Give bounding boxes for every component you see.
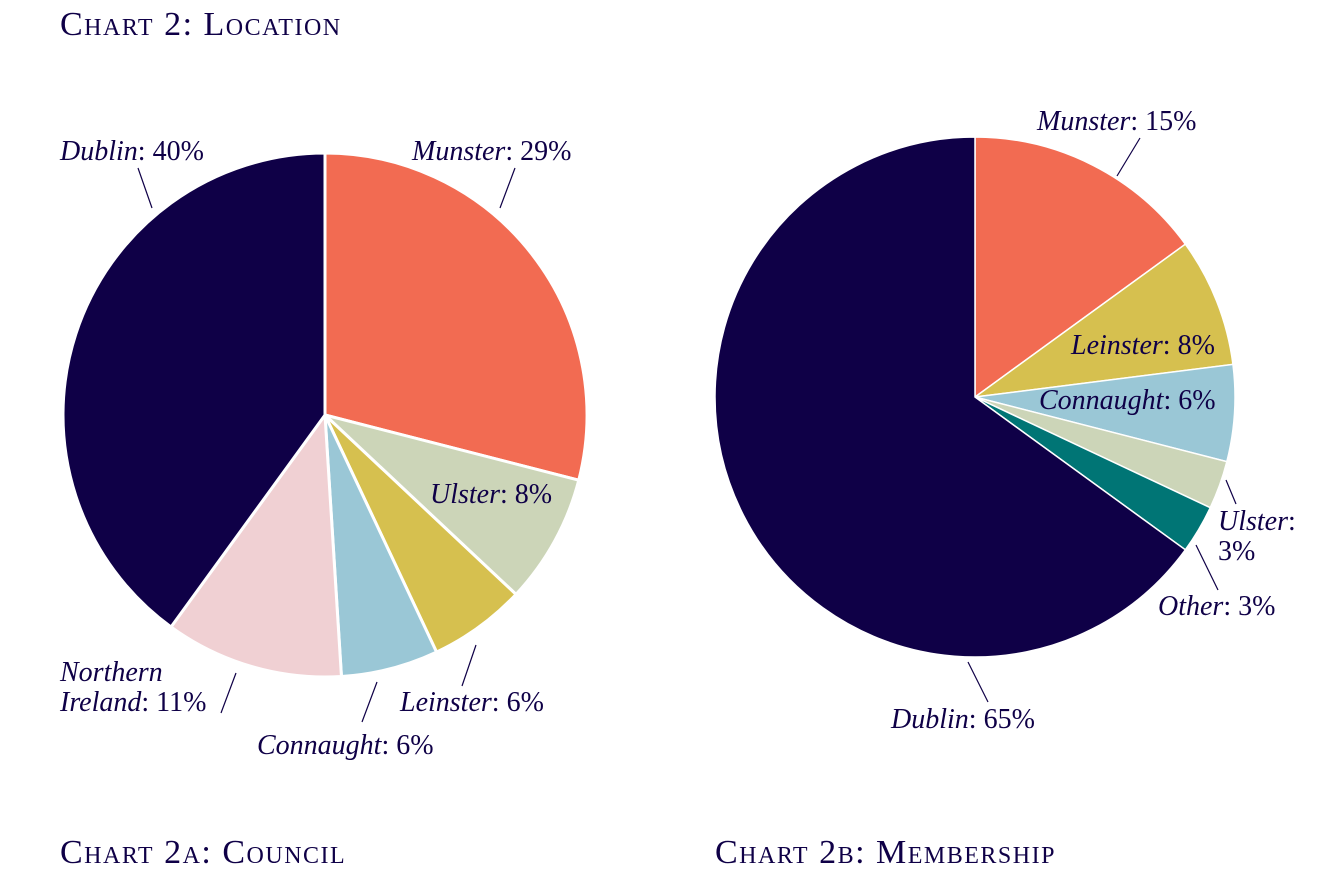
pie-slice bbox=[323, 151, 589, 482]
label-separator: : bbox=[1162, 330, 1171, 361]
category-label: Other bbox=[1158, 591, 1224, 622]
category-label: Connaught bbox=[257, 730, 382, 761]
label-separator: : bbox=[500, 479, 508, 510]
label-separator: : bbox=[491, 687, 500, 718]
pie-slice bbox=[61, 151, 327, 630]
slice-label: Dublin: 65% bbox=[891, 705, 1035, 735]
pie-slice bbox=[168, 410, 344, 679]
label-separator: : bbox=[1223, 591, 1232, 622]
slice-label: Leinster: 6% bbox=[400, 688, 544, 718]
value-label: 15% bbox=[1145, 106, 1197, 137]
value-label: 6% bbox=[1178, 385, 1216, 416]
label-separator: : bbox=[137, 136, 146, 167]
value-label: 3% bbox=[1218, 536, 1256, 567]
chart-title: Chart 2b: Membership bbox=[715, 834, 1056, 871]
value-label: 65% bbox=[983, 704, 1035, 735]
label-separator: : bbox=[1130, 106, 1139, 137]
value-label: 6% bbox=[506, 687, 544, 718]
pie-slice bbox=[974, 136, 1187, 399]
category-label: Ulster bbox=[1218, 506, 1288, 537]
slice-label: Northern Ireland: 11% bbox=[60, 658, 235, 718]
label-separator: : bbox=[505, 136, 514, 167]
slice-label: Munster: 29% bbox=[412, 137, 571, 167]
leader-line bbox=[137, 167, 153, 209]
category-label: Ulster bbox=[430, 479, 500, 510]
category-label: Leinster bbox=[1071, 330, 1163, 361]
category-label: Dublin bbox=[891, 704, 969, 735]
leader-line bbox=[1195, 544, 1219, 591]
category-label: Munster bbox=[412, 136, 506, 167]
leader-line bbox=[461, 644, 477, 687]
label-separator: : bbox=[381, 730, 390, 761]
leader-line bbox=[1116, 137, 1141, 177]
slice-label: Munster: 15% bbox=[1037, 107, 1196, 137]
slice-label: Ulster: 8% bbox=[430, 480, 552, 510]
slice-label: Dublin: 40% bbox=[60, 137, 204, 167]
label-separator: : bbox=[968, 704, 977, 735]
value-label: 40% bbox=[152, 136, 204, 167]
category-label: Munster bbox=[1037, 106, 1131, 137]
category-label: Connaught bbox=[1039, 385, 1164, 416]
pie-slice bbox=[974, 243, 1234, 398]
slice-label: Connaught: 6% bbox=[1039, 386, 1216, 416]
leader-line bbox=[361, 681, 378, 723]
leader-line bbox=[499, 167, 516, 209]
page-title: Chart 2: Location bbox=[60, 6, 342, 43]
slice-label: Connaught: 6% bbox=[257, 731, 434, 761]
category-label: Leinster bbox=[400, 687, 492, 718]
slice-label: Other: 3% bbox=[1158, 592, 1275, 622]
value-label: 8% bbox=[514, 479, 553, 510]
leader-line bbox=[1225, 479, 1237, 505]
label-separator: : bbox=[1163, 385, 1172, 416]
value-label: 29% bbox=[520, 136, 572, 167]
value-label: 3% bbox=[1238, 591, 1276, 622]
label-separator: : bbox=[141, 687, 150, 718]
value-label: 11% bbox=[156, 687, 207, 718]
value-label: 6% bbox=[396, 730, 434, 761]
category-label: Dublin bbox=[60, 136, 138, 167]
value-label: 8% bbox=[1177, 330, 1215, 361]
pie-slice bbox=[714, 136, 1187, 658]
slice-label: Leinster: 8% bbox=[1071, 331, 1215, 361]
leader-line bbox=[967, 661, 989, 703]
category-label: Northern Ireland bbox=[60, 657, 163, 718]
slice-label: Ulster: 3% bbox=[1218, 507, 1318, 567]
chart-title: Chart 2a: Council bbox=[60, 834, 347, 871]
pie-slice bbox=[323, 413, 581, 597]
label-separator: : bbox=[1288, 506, 1296, 537]
leader-line bbox=[220, 672, 237, 714]
